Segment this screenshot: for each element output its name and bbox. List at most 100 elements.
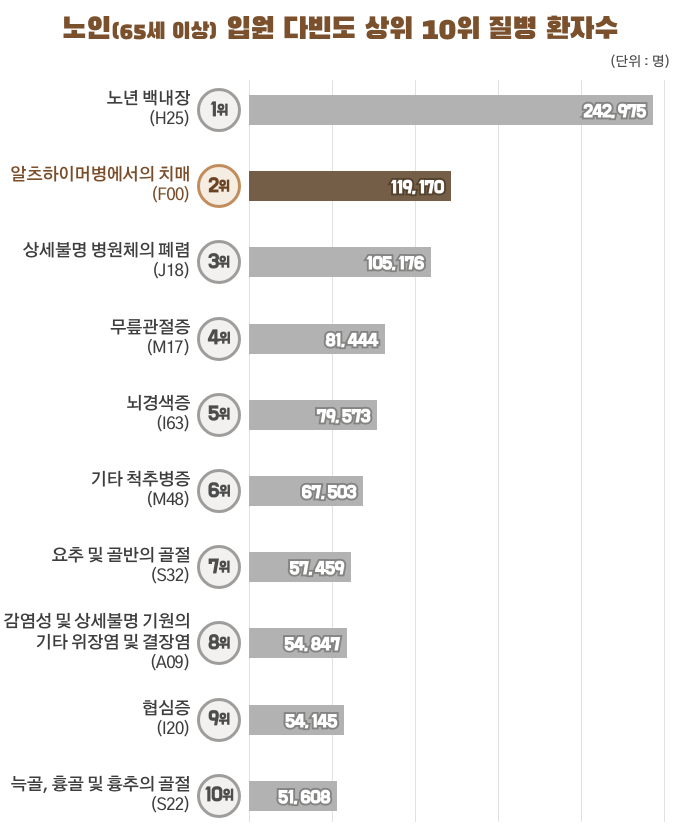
gridline (332, 80, 333, 822)
row-label-name: 무릎관절증 (109, 319, 191, 337)
bar-value-outline: 242, 975 (581, 100, 648, 124)
thousands-separator: , (333, 404, 342, 428)
bar-value-label: 79, 573 79, 573 (314, 400, 372, 430)
page-title-segment: 노인 (61, 16, 111, 46)
row-label-name: 늑골, 흉골 및 흉추의 골절 (10, 776, 190, 794)
bar-value-outline: 57, 459 (287, 557, 346, 581)
value-bar: 242, 975 242, 975 (249, 95, 653, 125)
row-label-code: (M17) (145, 340, 190, 357)
page-title-segment: 입원 다빈도 상위 10위 질병 환자수 (217, 16, 619, 46)
rank-suffix: 위 (218, 712, 230, 728)
value-bar: 81, 444 81, 444 (249, 323, 385, 354)
row-label-code: (M48) (145, 493, 190, 509)
rank-suffix: 위 (219, 483, 231, 499)
row-label-code: (S32) (149, 569, 191, 586)
thousands-separator: , (308, 559, 313, 579)
bar-value-text: 67, 503 (301, 483, 357, 503)
bar-value-label: 119, 170 119, 170 (388, 171, 446, 201)
thousands-separator: , (389, 252, 398, 276)
rank-number: 1 (210, 99, 218, 121)
thousands-separator: , (611, 102, 616, 122)
row-label: 알츠하이머병에서의 치매 (F00) (0, 165, 191, 207)
thousands-separator: , (304, 635, 309, 655)
bar-value-label: 105, 176 105, 176 (364, 247, 427, 277)
rank-suffix: 위 (218, 635, 231, 652)
value-bar: 54, 847 54, 847 (249, 628, 347, 659)
row-label-name: 상세불명 병원체의 폐렴 (22, 243, 191, 261)
thousands-separator: , (609, 100, 618, 124)
bar-value-text: 54, 145 (285, 711, 338, 731)
bar-value-text: 51, 608 (278, 787, 331, 807)
rank-suffix: 위 (218, 178, 230, 194)
gridline (249, 80, 250, 822)
row-label: 상세불명 병원체의 폐렴 (J18) (0, 241, 191, 283)
rank-number: 8 (208, 632, 220, 655)
thousands-separator: , (335, 406, 340, 426)
gridline (664, 80, 665, 822)
thousands-separator: , (302, 709, 311, 733)
row-label-code: (I63) (155, 416, 190, 433)
rank-number: 5 (208, 404, 220, 426)
row-label: 기타 척추병증 (M48) (0, 470, 190, 512)
row-label-code: (S22) (149, 797, 191, 814)
row-label-name: 기타 위장염 및 결장염 (35, 634, 190, 652)
page-title: 노인(65세 이상) 입원 다빈도 상위 10위 질병 환자수 (0, 14, 680, 50)
row-label-code: (A09) (149, 655, 190, 672)
rank-suffix: 위 (218, 254, 230, 271)
bar-value-text: 54, 847 (284, 635, 341, 655)
gridline (498, 80, 499, 822)
bar-value-outline: 67, 503 (299, 481, 359, 505)
thousands-separator: , (341, 330, 346, 350)
bar-value-label: 81, 444 81, 444 (323, 324, 381, 354)
thousands-separator: , (304, 711, 309, 731)
thousands-separator: , (391, 254, 396, 274)
bar-value-label: 54, 145 54, 145 (283, 705, 340, 735)
bar-value-text: 119, 170 (390, 178, 444, 198)
bar-value-label: 51, 608 51, 608 (276, 781, 333, 811)
bar-value-label: 57, 459 57, 459 (287, 552, 346, 582)
bar-value-text: 81, 444 (325, 330, 379, 350)
bar-value-outline: 81, 444 (323, 328, 381, 352)
bar-value-text: 105, 176 (366, 254, 425, 274)
row-label: 무릎관절증 (M17) (0, 318, 191, 360)
value-bar: 119, 170 119, 170 (249, 171, 451, 202)
row-label-name: 요추 및 골반의 골절 (51, 548, 190, 566)
rank-number: 10 (204, 785, 223, 807)
bar-value-text: 242, 975 (583, 102, 647, 122)
rank-suffix: 위 (222, 788, 234, 804)
bar-value-label: 67, 503 67, 503 (299, 476, 359, 506)
thousands-separator: , (293, 787, 298, 807)
value-bar: 51, 608 51, 608 (249, 780, 337, 811)
rank-badge: 10 위 (197, 773, 241, 818)
row-label-code: (F00) (150, 188, 191, 205)
thousands-separator: , (411, 178, 416, 198)
row-label-name: 협심증 (141, 700, 191, 718)
bar-value-outline: 119, 170 (388, 176, 446, 200)
thousands-separator: , (302, 633, 311, 657)
gridline (581, 80, 582, 822)
row-label-code: (I20) (155, 721, 190, 738)
bar-value-label: 242, 975 242, 975 (581, 95, 648, 125)
bar-value-outline: 51, 608 (276, 785, 333, 809)
page-title-paren-segment: (65세 이상) (110, 21, 218, 44)
row-label: 뇌경색증 (I63) (0, 394, 191, 436)
bar-value-outline: 105, 176 (364, 252, 427, 276)
bar-value-outline: 54, 847 (282, 633, 343, 657)
rank-suffix: 위 (216, 102, 228, 118)
rank-number: 7 (208, 556, 220, 578)
value-bar: 67, 503 67, 503 (249, 476, 363, 506)
bar-value-text: 57, 459 (289, 559, 345, 579)
bar-value-outline: 54, 145 (283, 709, 340, 733)
thousands-separator: , (306, 557, 315, 581)
rank-number: 4 (207, 328, 220, 350)
